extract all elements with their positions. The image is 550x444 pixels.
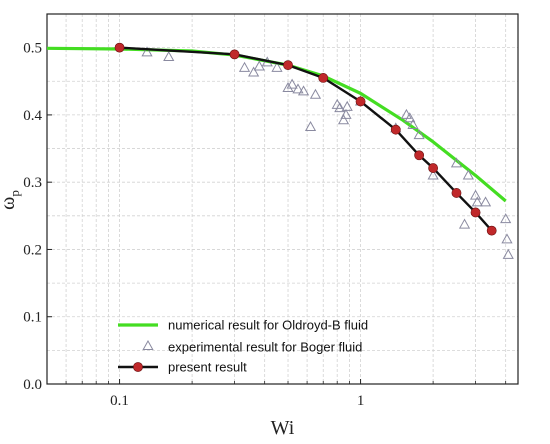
series-point-present-result xyxy=(428,163,439,173)
series-point-boger-fluid xyxy=(337,114,350,125)
series-point-boger-fluid xyxy=(479,196,492,207)
y-tick-label: 0.5 xyxy=(23,41,42,57)
series-point-present-result xyxy=(114,42,125,53)
legend-label: numerical result for Oldroyd-B fluid xyxy=(168,318,368,333)
series-point-boger-fluid xyxy=(282,81,294,92)
legend: numerical result for Oldroyd-B fluid expe… xyxy=(118,318,368,375)
series-point-boger-fluid xyxy=(500,213,512,224)
series-point-boger-fluid xyxy=(141,46,153,57)
series-point-boger-fluid xyxy=(297,85,310,96)
axis-ticks: 0.0 0.1 0.2 0.3 0.4 0.5 0.1 1 xyxy=(23,41,507,409)
series-point-boger-fluid xyxy=(469,189,482,200)
y-axis-title-main: ω xyxy=(0,197,19,210)
series-point-boger-fluid xyxy=(271,61,283,72)
series-point-present-result xyxy=(229,49,240,60)
series-point-present-result xyxy=(451,188,462,198)
series-point-boger-fluid xyxy=(407,118,419,129)
y-tick-label: 0.3 xyxy=(23,175,42,191)
series-point-present-result xyxy=(486,225,497,236)
series-point-boger-fluid xyxy=(501,233,513,244)
series-point-present-result xyxy=(390,124,401,135)
series-point-boger-fluid xyxy=(502,248,514,259)
legend-label: present result xyxy=(168,360,247,375)
series-point-boger-fluid xyxy=(292,83,304,94)
series-point-boger-fluid xyxy=(253,60,265,71)
series-point-boger-fluid xyxy=(341,100,353,111)
y-tick-label: 0.0 xyxy=(23,377,42,393)
y-axis-title: ωp xyxy=(0,190,22,210)
x-tick-label: 0.1 xyxy=(110,393,129,409)
series-point-boger-fluid xyxy=(404,112,416,123)
series-point-present-result xyxy=(318,73,329,83)
series-point-present-result xyxy=(283,60,293,71)
series-point-boger-fluid xyxy=(286,78,298,89)
x-axis-title: Wi xyxy=(271,417,295,439)
y-tick-label: 0.2 xyxy=(23,242,42,258)
series-point-present-result xyxy=(414,150,425,161)
series-point-boger-fluid xyxy=(163,51,175,62)
series-point-boger-fluid xyxy=(334,102,346,113)
series-point-boger-fluid xyxy=(238,61,251,72)
series-point-present-result xyxy=(470,207,481,218)
y-tick-label: 0.4 xyxy=(23,108,42,124)
series-point-boger-fluid xyxy=(450,157,463,168)
plot-frame xyxy=(46,13,519,385)
x-tick-label: 1 xyxy=(357,393,365,409)
series-point-boger-fluid xyxy=(248,66,260,77)
y-axis-title-subscript: p xyxy=(7,190,22,197)
series-point-boger-fluid xyxy=(304,120,317,132)
legend-swatch-marker-present-result xyxy=(133,362,143,372)
legend-label: experimental result for Boger fluid xyxy=(168,340,362,355)
series-layer xyxy=(46,42,514,259)
legend-swatch-boger-fluid xyxy=(142,339,154,350)
series-point-boger-fluid xyxy=(413,129,425,140)
series-point-boger-fluid xyxy=(458,218,471,229)
series-point-present-result xyxy=(355,96,366,107)
series-point-boger-fluid xyxy=(309,88,322,99)
series-point-boger-fluid xyxy=(471,196,483,207)
y-tick-label: 0.1 xyxy=(23,310,42,326)
series-point-boger-fluid xyxy=(427,169,439,180)
series-point-boger-fluid xyxy=(462,169,474,180)
series-point-boger-fluid xyxy=(340,108,352,119)
series-line-present-result xyxy=(119,46,493,232)
